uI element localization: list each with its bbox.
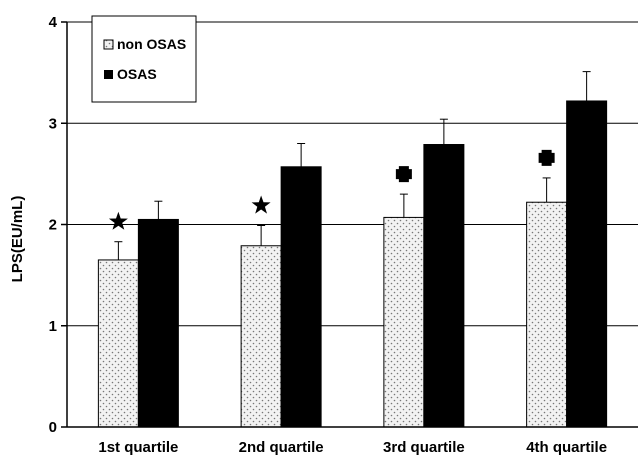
x-tick-label: 4th quartile [526, 439, 607, 456]
bar [97, 259, 139, 428]
y-tick-label: 2 [49, 217, 57, 234]
x-tick-label: 2nd quartile [239, 439, 324, 456]
star-marker [108, 211, 128, 230]
y-tick-label: 4 [49, 14, 58, 31]
bar [137, 218, 179, 428]
bar [240, 245, 282, 428]
significance-markers [108, 149, 555, 230]
legend: non OSAS OSAS [91, 15, 197, 103]
bar [566, 100, 608, 428]
x-tick-label: 3rd quartile [383, 439, 465, 456]
legend-label-non-osas: non OSAS [117, 36, 186, 52]
y-tick-label: 1 [49, 318, 57, 335]
y-tick-label: 0 [49, 419, 57, 436]
bar [526, 201, 568, 428]
bars [97, 100, 608, 428]
legend-swatch-osas [104, 70, 113, 79]
legend-box [91, 15, 197, 103]
cross-marker [395, 166, 412, 183]
cross-marker [538, 149, 555, 166]
x-tick-label: 1st quartile [98, 439, 178, 456]
bar [383, 216, 425, 428]
x-axis-ticks: 1st quartile 2nd quartile 3rd quartile 4th … [98, 439, 607, 456]
star-marker [251, 195, 271, 214]
y-axis-ticks: 0 1 2 3 4 [49, 14, 67, 436]
y-axis-label: LPS(EU/mL) [9, 196, 26, 283]
error-bars [114, 71, 591, 260]
y-tick-label: 3 [49, 115, 57, 132]
legend-label-osas: OSAS [117, 66, 157, 82]
bar [280, 166, 322, 428]
legend-swatch-non-osas [103, 39, 114, 50]
bar [423, 144, 465, 428]
